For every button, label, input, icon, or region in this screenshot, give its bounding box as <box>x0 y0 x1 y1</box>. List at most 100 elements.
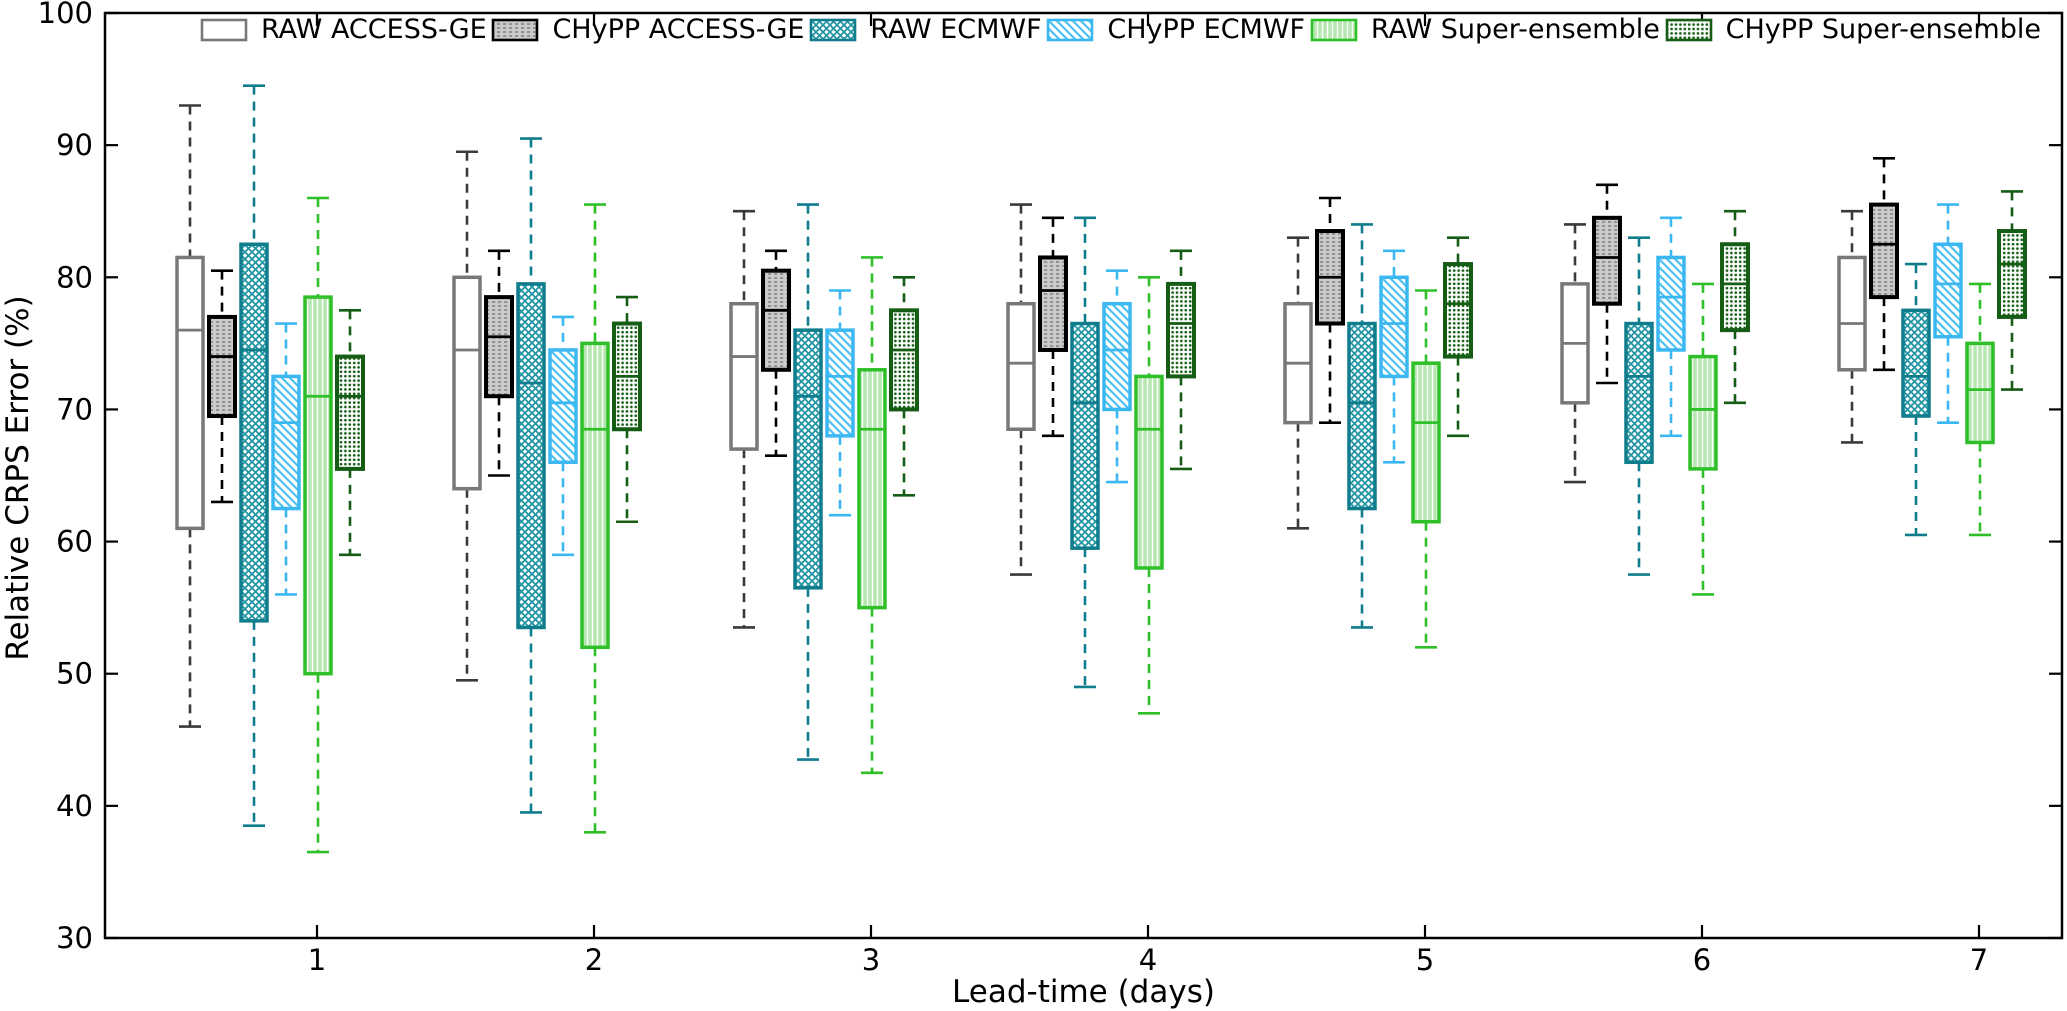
iqr-box <box>1379 275 1409 379</box>
iqr-box <box>857 368 887 610</box>
iqr-box <box>1901 308 1931 418</box>
legend-swatch-raw-ecmwf <box>809 18 857 41</box>
box-raw-super-ensemble-day7 <box>1965 282 1995 537</box>
iqr-box <box>1933 242 1963 339</box>
iqr-box <box>239 242 269 623</box>
x-tick-label: 3 <box>862 943 880 977</box>
iqr-box <box>271 374 301 511</box>
iqr-box <box>1837 255 1867 372</box>
x-tick-label: 7 <box>1970 943 1988 977</box>
box-chypp-access-ge-day5 <box>1315 196 1345 424</box>
box-raw-super-ensemble-day2 <box>580 203 610 834</box>
x-axis-label: Lead-time (days) <box>952 974 1215 1010</box>
box-chypp-access-ge-day3 <box>761 249 791 457</box>
iqr-box <box>1869 202 1899 300</box>
box-chypp-ecmwf-day3 <box>825 289 855 517</box>
legend-label-raw-ecmwf: RAW ECMWF <box>870 14 1042 45</box>
iqr-box <box>1347 321 1377 511</box>
iqr-box <box>1166 281 1196 379</box>
box-chypp-access-ge-day2 <box>484 249 514 477</box>
iqr-box <box>761 268 791 372</box>
legend-item-raw-ecmwf: RAW ECMWF <box>809 14 1042 45</box>
y-tick-label: 60 <box>56 525 93 559</box>
box-raw-ecmwf-day5 <box>1347 223 1377 629</box>
legend-swatch-rect <box>1665 18 1712 41</box>
iqr-box <box>793 328 823 590</box>
iqr-box <box>1965 341 1995 445</box>
y-tick-label: 50 <box>56 657 93 691</box>
iqr-box <box>484 295 514 399</box>
legend-label-chypp-ecmwf: CHyPP ECMWF <box>1107 14 1306 45</box>
iqr-box <box>729 301 759 451</box>
iqr-box <box>1134 374 1164 570</box>
box-raw-super-ensemble-day5 <box>1411 289 1441 649</box>
iqr-box <box>207 314 237 419</box>
box-chypp-super-ensemble-day3 <box>889 275 919 497</box>
iqr-box <box>1443 262 1473 359</box>
legend: RAW ACCESS-GE CHyPP ACCESS-GE RAW ECMWF … <box>200 16 2041 43</box>
box-chypp-access-ge-day1 <box>207 269 237 504</box>
box-raw-ecmwf-day6 <box>1624 236 1654 576</box>
iqr-box <box>548 348 578 465</box>
box-raw-ecmwf-day1 <box>239 84 269 827</box>
iqr-box <box>580 341 610 650</box>
box-chypp-super-ensemble-day1 <box>335 309 365 557</box>
box-raw-access-ge-day1 <box>175 104 205 728</box>
legend-swatch-chypp-super-ensemble <box>1665 18 1712 41</box>
x-tick-label: 2 <box>585 943 603 977</box>
legend-item-chypp-ecmwf: CHyPP ECMWF <box>1046 16 1305 43</box>
iqr-box <box>1624 321 1654 465</box>
box-raw-ecmwf-day4 <box>1070 216 1100 689</box>
x-tick-label: 5 <box>1416 943 1434 977</box>
box-chypp-ecmwf-day2 <box>548 315 578 557</box>
box-raw-super-ensemble-day3 <box>857 256 887 775</box>
y-axis-label: Relative CRPS Error (%) <box>0 295 36 661</box>
y-tick-label: 100 <box>38 0 93 30</box>
box-chypp-ecmwf-day6 <box>1656 216 1686 438</box>
iqr-box <box>825 328 855 438</box>
y-tick-label: 80 <box>56 260 93 294</box>
box-chypp-ecmwf-day5 <box>1379 249 1409 464</box>
x-tick-label: 6 <box>1693 943 1711 977</box>
iqr-box <box>1688 354 1718 471</box>
legend-item-chypp-access-ge: CHyPP ACCESS-GE <box>491 16 804 43</box>
box-chypp-ecmwf-day1 <box>271 322 301 596</box>
box-chypp-super-ensemble-day5 <box>1443 236 1473 438</box>
iqr-box <box>1006 301 1036 432</box>
legend-item-raw-access-ge: RAW ACCESS-GE <box>200 16 487 43</box>
y-tick-label: 30 <box>56 921 93 955</box>
box-chypp-super-ensemble-day4 <box>1166 249 1196 471</box>
iqr-box <box>1102 301 1132 412</box>
box-chypp-ecmwf-day7 <box>1933 203 1963 424</box>
y-tick-label: 40 <box>56 789 93 823</box>
iqr-box <box>516 282 546 630</box>
iqr-box <box>1070 321 1100 550</box>
box-raw-access-ge-day5 <box>1283 236 1313 530</box>
box-raw-super-ensemble-day6 <box>1688 282 1718 596</box>
box-raw-super-ensemble-day1 <box>303 196 333 854</box>
legend-swatch-rect <box>492 18 539 41</box>
box-raw-access-ge-day2 <box>452 150 482 682</box>
iqr-box <box>452 275 482 491</box>
iqr-box <box>1592 215 1622 306</box>
legend-swatch-rect <box>1310 18 1358 41</box>
legend-swatch-raw-access-ge <box>200 18 248 41</box>
box-chypp-ecmwf-day4 <box>1102 269 1132 484</box>
box-chypp-access-ge-day6 <box>1592 183 1622 385</box>
box-raw-ecmwf-day7 <box>1901 262 1931 537</box>
iqr-box <box>1997 229 2027 319</box>
box-raw-ecmwf-day3 <box>793 203 823 761</box>
y-tick-label: 70 <box>56 392 93 426</box>
plot-border <box>103 11 2064 940</box>
box-chypp-access-ge-day4 <box>1038 216 1068 438</box>
legend-swatch-rect <box>1047 18 1094 41</box>
box-raw-super-ensemble-day4 <box>1134 275 1164 715</box>
iqr-box <box>889 308 919 412</box>
box-raw-access-ge-day6 <box>1560 223 1590 484</box>
iqr-box <box>1656 255 1686 352</box>
legend-swatch-rect <box>809 18 857 41</box>
iqr-box <box>303 295 333 676</box>
legend-label-raw-access-ge: RAW ACCESS-GE <box>261 14 487 45</box>
